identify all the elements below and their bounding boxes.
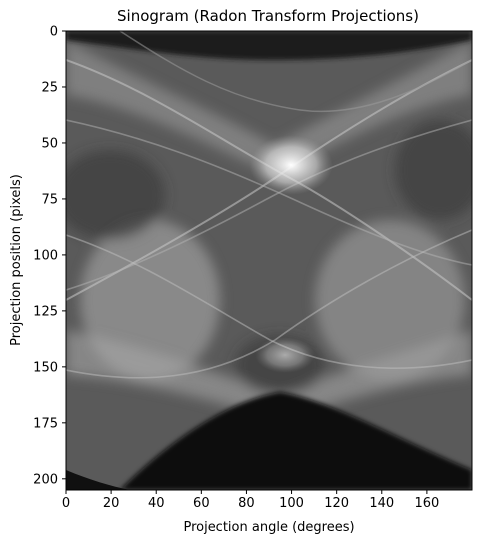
- curve-5: [119, 31, 472, 113]
- y-tick-label: 125: [33, 304, 58, 319]
- x-tick-label: 120: [324, 496, 349, 511]
- mid-left-bright: [80, 220, 220, 380]
- x-tick-label: 160: [414, 496, 439, 511]
- x-tick-label: 20: [103, 496, 120, 511]
- x-axis-label: Projection angle (degrees): [183, 520, 354, 535]
- y-tick-label: 0: [50, 25, 58, 40]
- y-axis-ticks: 0 25 50 75 100 125 150 175 200: [33, 25, 66, 487]
- x-tick-label: 40: [148, 496, 165, 511]
- x-axis-ticks: 0 20 40 60 80 100 120 140 160: [62, 490, 439, 511]
- y-tick-label: 50: [41, 136, 58, 151]
- bottom-dark-region: [120, 392, 472, 490]
- left-dark-lobe: [66, 150, 165, 240]
- lower-hot-spot: [255, 337, 315, 373]
- curve-3: [66, 119, 472, 266]
- plot-area: [66, 31, 472, 490]
- x-tick-label: 100: [279, 496, 304, 511]
- x-tick-label: 60: [193, 496, 210, 511]
- right-upper-band: [275, 40, 472, 175]
- y-tick-label: 200: [33, 472, 58, 487]
- x-tick-label: 140: [369, 496, 394, 511]
- bottom-left-dark: [66, 470, 130, 490]
- x-tick-label: 80: [238, 496, 255, 511]
- y-tick-label: 175: [33, 416, 58, 431]
- chart-title: Sinogram (Radon Transform Projections): [117, 7, 419, 25]
- y-tick-label: 25: [41, 80, 58, 95]
- mid-right-bright: [315, 220, 465, 380]
- y-tick-label: 75: [41, 192, 58, 207]
- curve-4: [66, 119, 472, 291]
- central-hot-spot: [249, 135, 333, 195]
- y-tick-label: 150: [33, 360, 58, 375]
- x-tick-label: 0: [62, 496, 70, 511]
- top-dark-cap: [66, 31, 472, 60]
- plot-frame: [65, 30, 473, 491]
- right-dark-lobe: [395, 120, 472, 220]
- y-tick-label: 100: [33, 248, 58, 263]
- y-axis-label: Projection position (pixels): [9, 174, 24, 346]
- left-upper-band: [66, 40, 275, 175]
